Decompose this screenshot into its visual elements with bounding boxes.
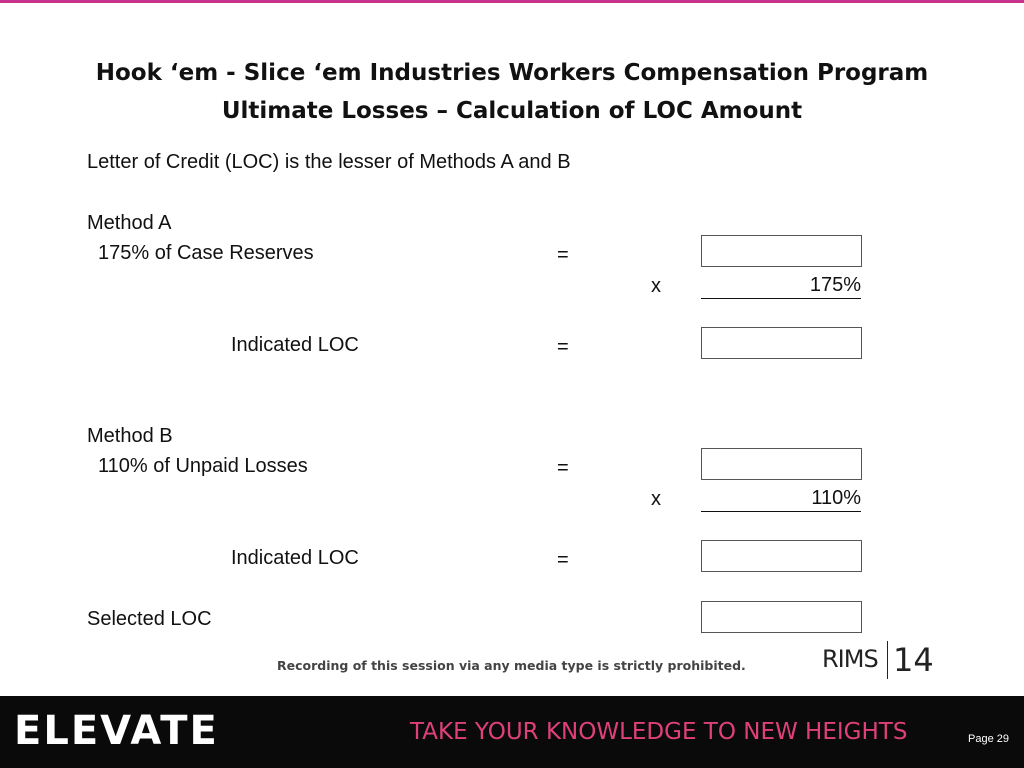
selected-label: Selected LOC	[87, 608, 212, 630]
title: Hook ‘em - Slice ‘em Industries Workers …	[95, 60, 929, 86]
tagline: TAKE YOUR KNOWLEDGE TO NEW HEIGHTS	[410, 719, 908, 745]
footer-band	[0, 696, 1024, 768]
times: x	[651, 488, 661, 510]
times: x	[651, 275, 661, 297]
logo: RIMS	[822, 645, 879, 673]
factor: 175%	[701, 274, 861, 299]
equals: =	[557, 336, 569, 358]
logo-divider	[887, 641, 888, 679]
top-rule	[0, 0, 1024, 3]
intro: Letter of Credit (LOC) is the lesser of …	[87, 151, 571, 173]
equals: =	[557, 244, 569, 266]
factor: 110%	[701, 487, 861, 512]
method-label: Method A	[87, 212, 172, 234]
method-item: 110% of Unpaid Losses	[98, 455, 308, 477]
title: Ultimate Losses – Calculation of LOC Amo…	[221, 98, 803, 124]
method-item: 175% of Case Reserves	[98, 242, 314, 264]
input-box	[701, 327, 862, 359]
brand: ELEVATE	[14, 708, 219, 754]
input-box	[701, 448, 862, 480]
page-number: Page 29	[968, 733, 1009, 745]
input-box	[701, 235, 862, 267]
indicated-label: Indicated LOC	[231, 547, 359, 569]
indicated-label: Indicated LOC	[231, 334, 359, 356]
method-label: Method B	[87, 425, 173, 447]
notice: Recording of this session via any media …	[277, 658, 746, 673]
logo-year: 14	[893, 641, 934, 679]
equals: =	[557, 457, 569, 479]
equals: =	[557, 549, 569, 571]
input-box	[701, 601, 862, 633]
input-box	[701, 540, 862, 572]
